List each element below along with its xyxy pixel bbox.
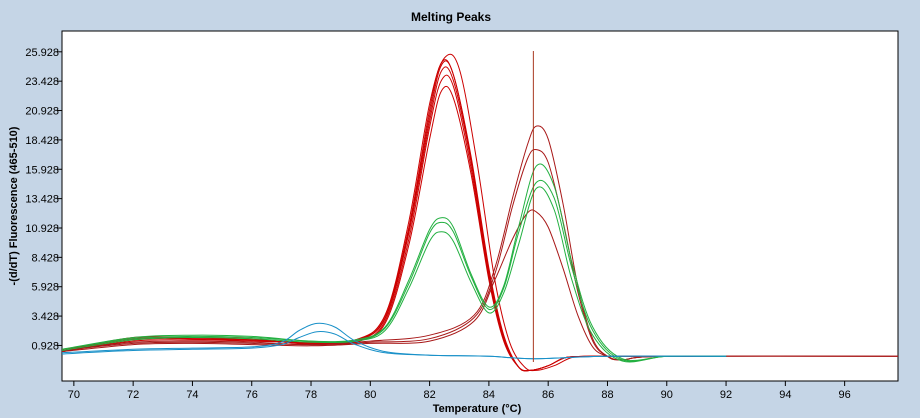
x-tick-label: 72 [127,389,139,401]
y-tick-label: 3.428 [31,311,59,323]
y-tick-label: 25.928 [25,47,59,59]
x-tick-label: 74 [186,389,198,401]
chart-title: Melting Peaks [411,10,491,24]
x-tick-label: 76 [246,389,258,401]
x-axis-label: Temperature (°C) [433,403,522,415]
y-tick-label: 5.928 [31,282,59,294]
x-tick-label: 90 [661,389,673,401]
plot-area [61,30,899,382]
x-tick-label: 88 [601,389,613,401]
series-line-green-9 [61,163,727,361]
x-tick-label: 92 [720,389,732,401]
x-tick-label: 84 [483,389,495,401]
y-tick-label: 13.428 [25,194,59,206]
x-tick-label: 82 [423,389,435,401]
x-tick-label: 80 [364,389,376,401]
series-line-green-10 [61,179,727,362]
y-tick-label: 23.428 [25,76,59,88]
x-tick-label: 70 [68,389,80,401]
y-axis: 0.928 3.428 5.928 8.428 10.928 13.428 15.928 18… [25,47,62,352]
y-axis-label: -(d/dT) Fluorescence (465-510) [8,126,20,285]
series-line-green-11 [61,186,727,363]
y-tick-label: 0.928 [31,340,59,352]
y-tick-label: 18.428 [25,135,59,147]
x-tick-label: 78 [305,389,317,401]
y-tick-label: 15.928 [25,164,59,176]
x-tick-label: 94 [779,389,791,401]
x-tick-label: 96 [839,389,851,401]
series-line-red-5 [61,60,727,372]
y-tick-label: 10.928 [25,223,59,235]
x-tick-label: 86 [542,389,554,401]
y-tick-label: 8.428 [31,252,59,264]
x-axis: 70 72 74 76 78 80 82 84 86 88 90 92 94 96 [68,381,851,401]
y-tick-label: 20.928 [25,106,59,118]
